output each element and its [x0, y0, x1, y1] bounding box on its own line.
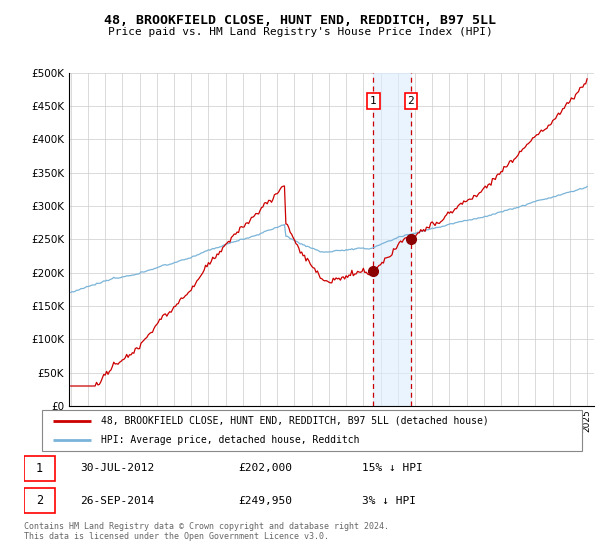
Text: 48, BROOKFIELD CLOSE, HUNT END, REDDITCH, B97 5LL: 48, BROOKFIELD CLOSE, HUNT END, REDDITCH…	[104, 14, 496, 27]
FancyBboxPatch shape	[24, 488, 55, 514]
Text: £249,950: £249,950	[238, 496, 292, 506]
Text: 2: 2	[407, 96, 414, 106]
Text: 1: 1	[370, 96, 377, 106]
Text: 3% ↓ HPI: 3% ↓ HPI	[362, 496, 416, 506]
Text: £202,000: £202,000	[238, 464, 292, 473]
Text: 2: 2	[36, 494, 43, 507]
Text: 1: 1	[36, 462, 43, 475]
Text: HPI: Average price, detached house, Redditch: HPI: Average price, detached house, Redd…	[101, 435, 360, 445]
FancyBboxPatch shape	[24, 455, 55, 481]
Text: Price paid vs. HM Land Registry's House Price Index (HPI): Price paid vs. HM Land Registry's House …	[107, 27, 493, 37]
Text: 26-SEP-2014: 26-SEP-2014	[80, 496, 155, 506]
Text: Contains HM Land Registry data © Crown copyright and database right 2024.
This d: Contains HM Land Registry data © Crown c…	[24, 522, 389, 542]
FancyBboxPatch shape	[42, 410, 582, 451]
Text: 30-JUL-2012: 30-JUL-2012	[80, 464, 155, 473]
Text: 48, BROOKFIELD CLOSE, HUNT END, REDDITCH, B97 5LL (detached house): 48, BROOKFIELD CLOSE, HUNT END, REDDITCH…	[101, 416, 489, 426]
Text: 15% ↓ HPI: 15% ↓ HPI	[362, 464, 423, 473]
Bar	[373, 73, 410, 406]
